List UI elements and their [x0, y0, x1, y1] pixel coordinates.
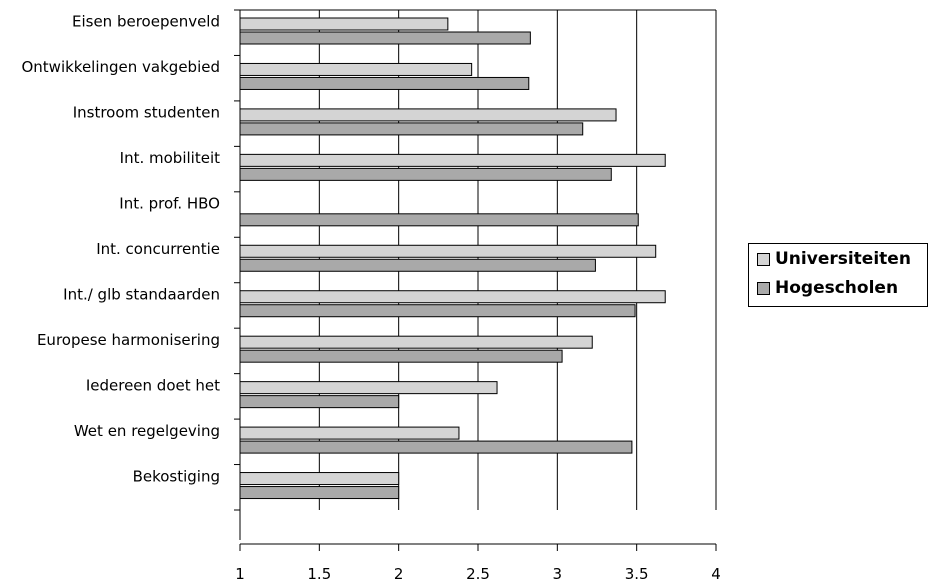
- category-label: Europese harmonisering: [37, 331, 220, 349]
- bar-universiteiten: [239, 472, 400, 486]
- category-label: Instroom studenten: [73, 104, 220, 122]
- bar-hogescholen: [239, 395, 400, 409]
- category-label: Bekostiging: [133, 467, 220, 485]
- legend-item-hogescholen: Hogescholen: [757, 278, 898, 298]
- bar-hogescholen: [239, 213, 639, 227]
- bar-hogescholen: [239, 349, 563, 363]
- legend-swatch-universiteiten: [757, 252, 770, 266]
- bar-hogescholen: [239, 31, 531, 45]
- bar-hogescholen: [239, 122, 584, 136]
- category-label: Int./ glb standaarden: [63, 285, 220, 303]
- x-tick-label: 2: [394, 565, 404, 583]
- x-tick-label: 4: [711, 565, 721, 583]
- bar-universiteiten: [239, 108, 617, 122]
- category-label: Eisen beroepenveld: [72, 13, 220, 31]
- bar-universiteiten: [239, 62, 473, 76]
- bar-hogescholen: [239, 486, 400, 500]
- bar-hogescholen: [239, 76, 530, 90]
- legend-label-hogescholen: Hogescholen: [775, 278, 899, 298]
- x-tick-label: 2.5: [466, 565, 490, 583]
- bar-universiteiten: [239, 290, 666, 304]
- x-tick-label: 3.5: [625, 565, 649, 583]
- bar-universiteiten: [239, 17, 449, 31]
- bar-universiteiten: [239, 153, 666, 167]
- bar-universiteiten: [239, 244, 657, 258]
- category-label: Ontwikkelingen vakgebied: [21, 58, 220, 76]
- category-label: Iedereen doet het: [86, 376, 220, 394]
- category-label: Int. mobiliteit: [120, 149, 220, 167]
- legend: Universiteiten Hogescholen: [748, 243, 928, 307]
- legend-swatch-hogescholen: [757, 281, 770, 295]
- bar-universiteiten: [239, 381, 498, 395]
- bar-universiteiten: [239, 426, 460, 440]
- bar-hogescholen: [239, 304, 636, 318]
- bar-hogescholen: [239, 440, 633, 454]
- x-tick-label: 1: [235, 565, 245, 583]
- category-label: Int. concurrentie: [96, 240, 220, 258]
- bar-hogescholen: [239, 167, 612, 181]
- legend-item-universiteiten: Universiteiten: [757, 249, 911, 269]
- bar-universiteiten: [239, 335, 593, 349]
- legend-label-universiteiten: Universiteiten: [775, 249, 911, 269]
- x-tick-label: 1.5: [307, 565, 331, 583]
- category-label: Wet en regelgeving: [74, 422, 220, 440]
- category-label: Int. prof. HBO: [119, 195, 220, 213]
- bar-hogescholen: [239, 258, 596, 272]
- x-tick-label: 3: [553, 565, 563, 583]
